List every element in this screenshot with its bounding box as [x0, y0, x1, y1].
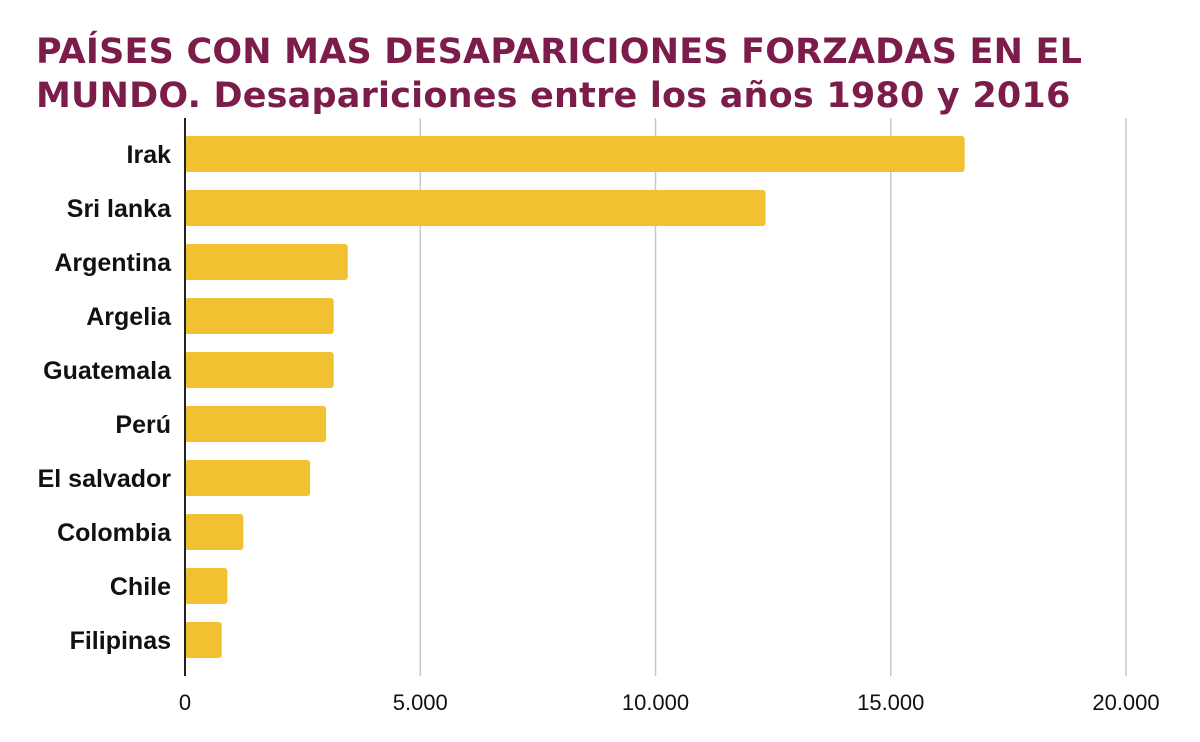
bar	[185, 244, 348, 280]
category-label: Guatemala	[43, 357, 172, 385]
category-label: Argelia	[86, 303, 172, 331]
bar	[185, 568, 228, 604]
tick-labels: 0 5.000 10.000 15.000 20.000	[179, 690, 1160, 715]
x-tick-label: 0	[179, 690, 191, 715]
category-label: El salvador	[38, 465, 172, 493]
category-labels: Irak Sri lanka Argentina Argelia Guatemala Pe…	[38, 141, 172, 655]
bar	[185, 190, 766, 226]
category-label: Perú	[115, 411, 171, 439]
bar	[185, 406, 327, 442]
bar	[185, 352, 334, 388]
bar	[185, 460, 311, 496]
x-tick-label: 10.000	[622, 690, 689, 715]
category-label: Irak	[127, 141, 172, 169]
bar	[185, 136, 965, 172]
chart-title: PAÍSES CON MAS DESAPARICIONES FORZADAS E…	[36, 32, 1083, 116]
category-label: Colombia	[57, 519, 172, 547]
x-tick-label: 15.000	[857, 690, 924, 715]
category-label: Sri lanka	[67, 195, 172, 223]
category-label: Filipinas	[70, 627, 171, 655]
category-label: Argentina	[54, 249, 172, 277]
x-tick-label: 5.000	[393, 690, 448, 715]
category-label: Chile	[110, 573, 171, 601]
bar	[185, 622, 222, 658]
bars	[185, 136, 965, 658]
bar	[185, 298, 334, 334]
x-tick-label: 20.000	[1092, 690, 1159, 715]
bar	[185, 514, 244, 550]
